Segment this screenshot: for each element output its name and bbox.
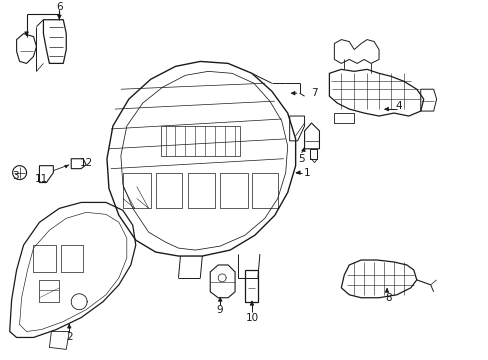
Text: 12: 12 xyxy=(80,158,93,168)
Text: 2: 2 xyxy=(66,333,72,342)
Text: 10: 10 xyxy=(245,312,258,323)
Text: 9: 9 xyxy=(216,305,223,315)
Text: 11: 11 xyxy=(35,174,48,184)
Text: 7: 7 xyxy=(310,88,317,98)
Text: 5: 5 xyxy=(298,154,305,164)
Text: 8: 8 xyxy=(385,293,391,303)
Text: 3: 3 xyxy=(12,171,19,181)
Text: 4: 4 xyxy=(395,101,402,111)
Text: 1: 1 xyxy=(304,168,310,177)
Text: 6: 6 xyxy=(56,2,62,12)
